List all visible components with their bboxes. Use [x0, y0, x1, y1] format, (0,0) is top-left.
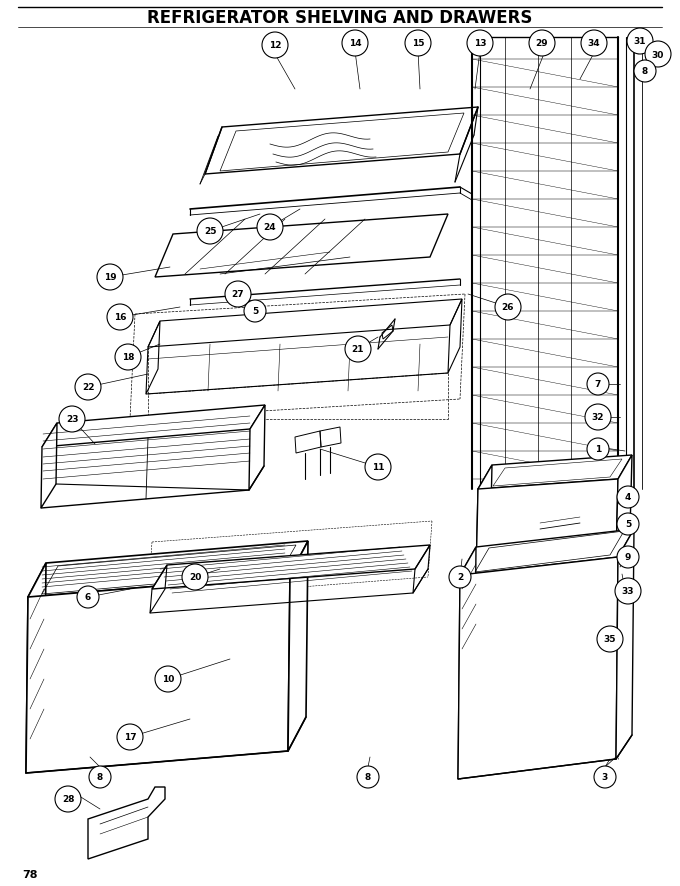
Polygon shape [249, 406, 265, 491]
Circle shape [617, 486, 639, 509]
Text: 35: 35 [604, 634, 616, 644]
Polygon shape [616, 530, 634, 759]
Text: 5: 5 [252, 307, 258, 316]
Text: 2: 2 [457, 573, 463, 582]
Text: 11: 11 [372, 463, 384, 472]
Text: 1: 1 [595, 445, 601, 454]
Circle shape [55, 786, 81, 812]
Text: 13: 13 [474, 40, 486, 49]
Polygon shape [460, 530, 634, 575]
Text: 3: 3 [602, 773, 608, 781]
Circle shape [59, 407, 85, 432]
Text: 16: 16 [114, 313, 126, 323]
Text: 27: 27 [232, 291, 244, 299]
Circle shape [357, 766, 379, 789]
Text: 4: 4 [625, 493, 631, 502]
Circle shape [627, 29, 653, 55]
Text: 29: 29 [536, 40, 548, 49]
Circle shape [585, 405, 611, 431]
Circle shape [634, 61, 656, 83]
Circle shape [155, 666, 181, 692]
Text: 26: 26 [502, 303, 514, 312]
Circle shape [581, 31, 607, 57]
Circle shape [257, 214, 283, 241]
Text: 14: 14 [349, 40, 361, 49]
Polygon shape [152, 546, 430, 589]
Text: 10: 10 [162, 675, 174, 684]
Polygon shape [41, 424, 57, 509]
Circle shape [107, 305, 133, 330]
Text: 30: 30 [652, 51, 664, 59]
Polygon shape [42, 406, 265, 447]
Circle shape [225, 282, 251, 307]
Circle shape [115, 345, 141, 370]
Polygon shape [28, 541, 308, 597]
Circle shape [405, 31, 431, 57]
Circle shape [244, 300, 266, 323]
Text: 28: 28 [62, 795, 74, 804]
Text: 24: 24 [264, 223, 276, 232]
Text: 15: 15 [412, 40, 424, 49]
Text: 12: 12 [269, 42, 282, 51]
Text: 23: 23 [66, 415, 78, 424]
Text: 21: 21 [352, 346, 364, 354]
Circle shape [529, 31, 555, 57]
Polygon shape [88, 787, 165, 859]
Circle shape [345, 337, 371, 362]
Text: 19: 19 [103, 273, 116, 282]
Circle shape [197, 219, 223, 245]
Circle shape [495, 295, 521, 321]
Circle shape [587, 439, 609, 461]
Text: 20: 20 [189, 573, 201, 582]
Text: 8: 8 [642, 67, 648, 76]
Circle shape [467, 31, 493, 57]
Text: 25: 25 [204, 227, 216, 237]
Text: REFRIGERATOR SHELVING AND DRAWERS: REFRIGERATOR SHELVING AND DRAWERS [148, 9, 532, 27]
Text: 17: 17 [124, 733, 136, 742]
Polygon shape [478, 455, 632, 489]
Polygon shape [458, 548, 476, 779]
Circle shape [342, 31, 368, 57]
Polygon shape [26, 575, 290, 773]
Circle shape [97, 265, 123, 291]
Text: 5: 5 [625, 520, 631, 529]
Polygon shape [616, 455, 632, 557]
Polygon shape [476, 465, 492, 578]
Polygon shape [26, 563, 46, 773]
Circle shape [617, 513, 639, 535]
Text: 9: 9 [625, 553, 631, 562]
Circle shape [587, 374, 609, 395]
Text: 8: 8 [365, 773, 371, 781]
Circle shape [75, 375, 101, 400]
Circle shape [597, 626, 623, 652]
Text: 78: 78 [22, 869, 37, 879]
Text: 33: 33 [622, 587, 634, 595]
Text: 34: 34 [588, 40, 600, 49]
Circle shape [449, 566, 471, 588]
Polygon shape [288, 541, 308, 751]
Circle shape [182, 564, 208, 590]
Circle shape [617, 547, 639, 568]
Circle shape [262, 33, 288, 59]
Circle shape [645, 42, 671, 68]
Circle shape [594, 766, 616, 789]
Polygon shape [476, 479, 618, 578]
Text: 18: 18 [122, 354, 134, 362]
Text: 6: 6 [85, 593, 91, 602]
Text: 7: 7 [595, 380, 601, 389]
Polygon shape [458, 557, 618, 779]
Text: 32: 32 [592, 413, 605, 422]
Text: 8: 8 [97, 773, 103, 781]
Text: 22: 22 [82, 383, 95, 392]
Text: 31: 31 [634, 37, 646, 46]
Circle shape [77, 587, 99, 609]
Circle shape [117, 724, 143, 750]
Circle shape [365, 455, 391, 480]
Circle shape [89, 766, 111, 789]
Circle shape [615, 579, 641, 604]
